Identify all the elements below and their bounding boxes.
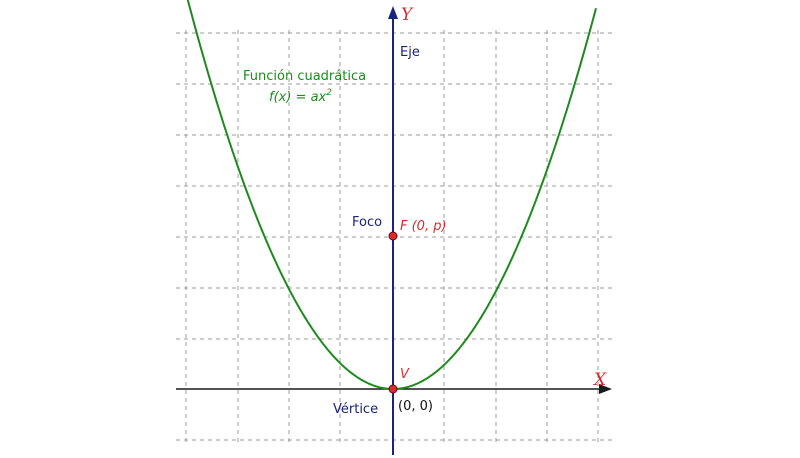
y-axis-arrowhead (388, 6, 398, 19)
focus-coordinates: F (0, p) (400, 219, 447, 234)
focus-label: Foco (352, 215, 382, 230)
vertex-label: Vértice (333, 402, 378, 417)
y-axis-label: Y (401, 5, 414, 25)
function-formula-base: f(x) = ax (269, 90, 327, 105)
x-axis-arrowhead (599, 384, 612, 394)
function-formula: f(x) = ax2 (269, 88, 332, 105)
x-axis-label: X (592, 370, 607, 390)
vertex-coordinates: (0, 0) (398, 399, 433, 414)
function-title: Función cuadrática (243, 69, 366, 84)
function-formula-exponent: 2 (326, 88, 332, 98)
axis-name-label: Eje (400, 45, 420, 60)
vertex-point (388, 384, 398, 394)
vertex-letter: V (400, 367, 410, 382)
focus-point (388, 231, 398, 241)
parabola-curve (186, 0, 597, 390)
